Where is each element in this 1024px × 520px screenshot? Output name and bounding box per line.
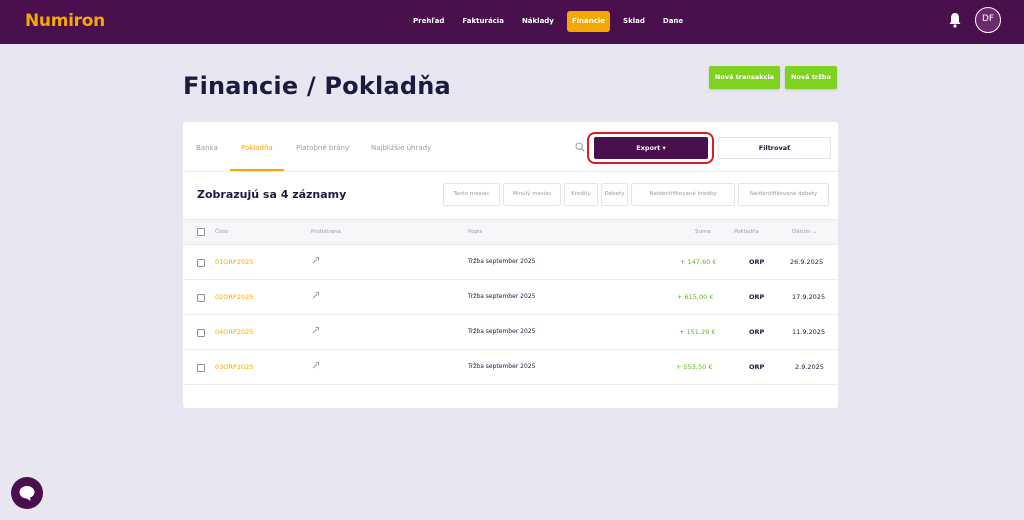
row-checkbox[interactable] (197, 364, 205, 372)
chat-icon (19, 486, 35, 501)
row-description: Tržba september 2025 (468, 293, 536, 300)
user-avatar[interactable]: DF (975, 7, 1001, 33)
tab-najblizsie-uhrady[interactable]: Najbližšie úhrady (371, 144, 432, 152)
chip-debits[interactable]: Debety (601, 183, 628, 206)
row-register: ORP (749, 328, 765, 336)
chip-credits[interactable]: Kredity (564, 183, 598, 206)
link-counterparty-icon[interactable] (312, 291, 320, 299)
export-button[interactable]: Export ▾ (594, 137, 708, 159)
row-checkbox[interactable] (197, 259, 205, 267)
top-navigation-bar: Numiron Prehľad Fakturácia Náklady Finan… (0, 0, 1024, 44)
row-amount: + 151,29 € (679, 328, 716, 336)
row-register: ORP (749, 293, 765, 301)
link-counterparty-icon[interactable] (312, 256, 320, 264)
column-header-number[interactable]: Číslo (215, 229, 229, 235)
chip-this-month[interactable]: Tento mesiac (443, 183, 500, 206)
row-date: 2.9.2025 (795, 363, 824, 371)
row-amount: + 553,50 € (676, 363, 713, 371)
chip-unidentified-credits[interactable]: Neidentifikované kredity (631, 183, 735, 206)
tab-banka[interactable]: Banka (196, 144, 218, 152)
tab-pokladna[interactable]: Pokladňa (241, 144, 273, 152)
row-number-link[interactable]: 01ORP2025 (215, 258, 254, 266)
table-row[interactable]: 01ORP2025 Tržba september 2025 + 147,60 … (183, 245, 838, 280)
select-all-checkbox[interactable] (197, 228, 205, 236)
row-checkbox[interactable] (197, 294, 205, 302)
search-icon[interactable] (575, 142, 585, 152)
row-number-link[interactable]: 03ORP2025 (215, 363, 254, 371)
tab-bar: Banka Pokladňa Platobné brány Najbližšie… (183, 122, 838, 172)
column-header-amount[interactable]: Suma (695, 229, 711, 235)
table-header: Číslo Protistrana Popis Suma Pokladňa Dá… (183, 219, 838, 245)
chat-support-button[interactable] (11, 477, 43, 509)
row-number-link[interactable]: 04ORP2025 (215, 328, 254, 336)
row-amount: + 615,00 € (677, 293, 714, 301)
row-number-link[interactable]: 02ORP2025 (215, 293, 254, 301)
nav-item-fakturacia[interactable]: Fakturácia (462, 17, 504, 25)
row-date: 26.9.2025 (790, 258, 824, 266)
new-revenue-button[interactable]: Nová tržba (785, 66, 837, 89)
records-count-label: Zobrazujú sa 4 záznamy (197, 188, 347, 201)
chip-last-month[interactable]: Minulý mesiac (503, 183, 561, 206)
row-description: Tržba september 2025 (468, 363, 536, 370)
new-transaction-button[interactable]: Nová transakcia (709, 66, 780, 89)
chip-unidentified-debits[interactable]: Neidentifikované debety (738, 183, 829, 206)
nav-item-prehlad[interactable]: Prehľad (413, 17, 445, 25)
column-header-counterparty[interactable]: Protistrana (311, 229, 341, 235)
cash-register-card: Banka Pokladňa Platobné brány Najbližšie… (183, 122, 838, 408)
column-header-register[interactable]: Pokladňa (734, 229, 759, 235)
nav-item-dane[interactable]: Dane (662, 17, 684, 25)
row-date: 17.9.2025 (792, 293, 826, 301)
row-register: ORP (749, 363, 765, 371)
page-title: Financie / Pokladňa (183, 72, 451, 100)
row-description: Tržba september 2025 (468, 258, 536, 265)
table-row[interactable]: 02ORP2025 Tržba september 2025 + 615,00 … (183, 280, 838, 315)
main-nav: Prehľad Fakturácia Náklady Financie Skla… (404, 11, 692, 32)
row-checkbox[interactable] (197, 329, 205, 337)
link-counterparty-icon[interactable] (312, 361, 320, 369)
column-header-date[interactable]: Dátum ⌄ (792, 229, 817, 235)
link-counterparty-icon[interactable] (312, 326, 320, 334)
row-description: Tržba september 2025 (468, 328, 536, 335)
nav-item-financie[interactable]: Financie (566, 11, 611, 32)
table-row[interactable]: 03ORP2025 Tržba september 2025 + 553,50 … (183, 350, 838, 385)
app-logo[interactable]: Numiron (25, 11, 105, 31)
nav-item-naklady[interactable]: Náklady (521, 17, 554, 25)
row-amount: + 147,60 € (680, 258, 717, 266)
active-tab-indicator (230, 169, 284, 171)
nav-item-sklad[interactable]: Sklad (623, 17, 645, 25)
bell-icon[interactable] (948, 12, 962, 28)
filter-button[interactable]: Filtrovať (718, 137, 831, 159)
table-row[interactable]: 04ORP2025 Tržba september 2025 + 151,29 … (183, 315, 838, 350)
row-date: 11.9.2025 (792, 328, 826, 336)
export-highlight-outline (587, 132, 714, 164)
tab-platobne-brany[interactable]: Platobné brány (296, 144, 350, 152)
row-register: ORP (749, 258, 765, 266)
column-header-description[interactable]: Popis (468, 229, 483, 235)
